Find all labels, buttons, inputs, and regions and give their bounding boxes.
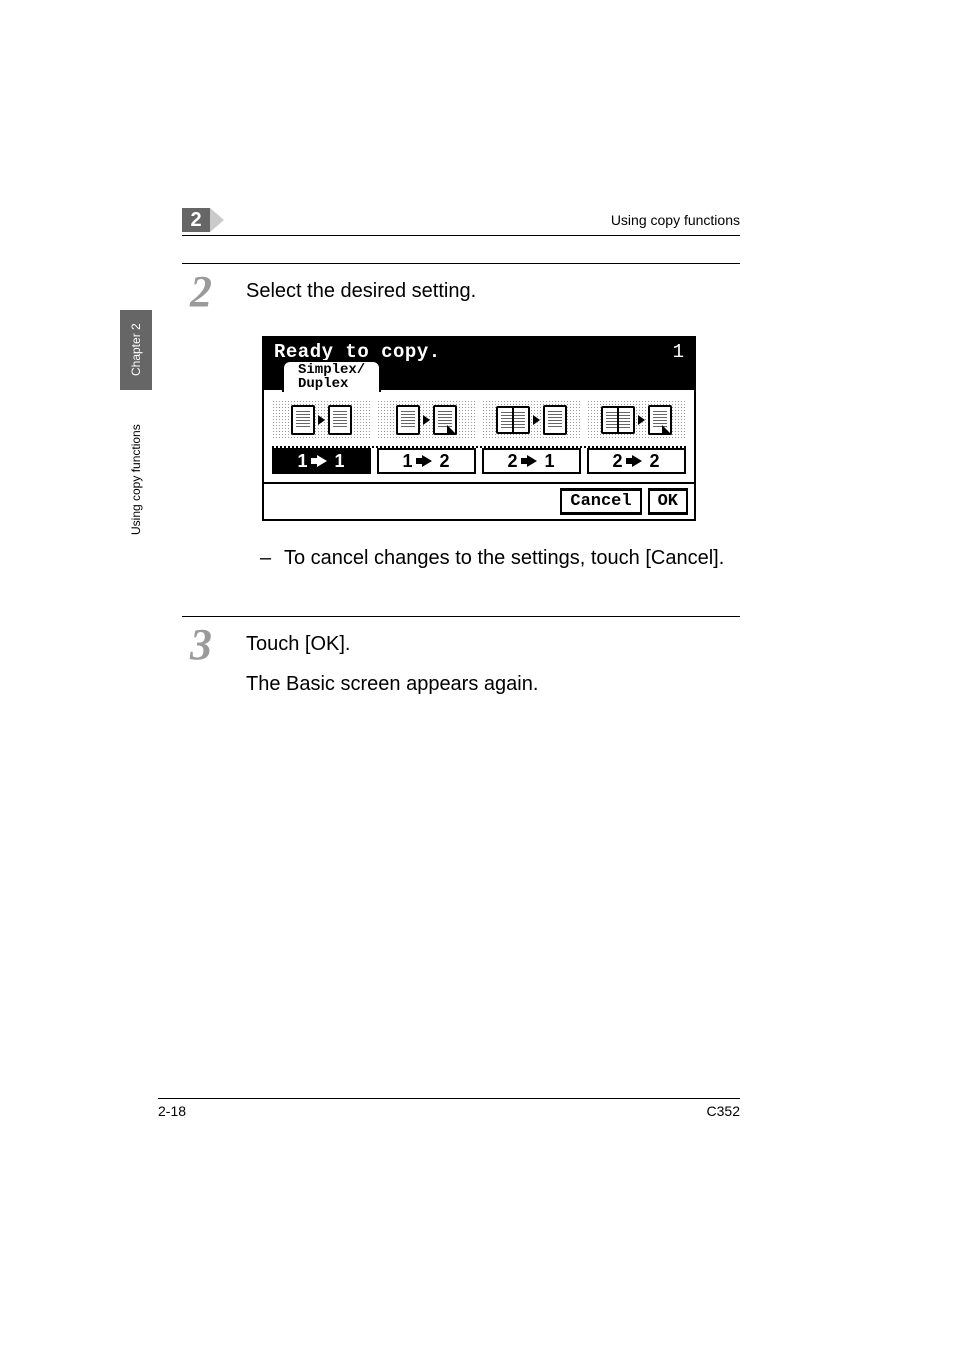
arrow-icon	[423, 415, 430, 425]
step-result: The Basic screen appears again.	[246, 669, 740, 699]
option-2-to-1[interactable]: 2 1	[482, 448, 581, 474]
arrow-icon	[318, 415, 325, 425]
side-chapter-label: Chapter 2	[120, 310, 152, 390]
lcd-tab-line1: Simplex/	[298, 363, 365, 378]
chapter-badge: 2	[182, 208, 224, 232]
cancel-button[interactable]: Cancel	[560, 488, 641, 515]
page-duplex-icon	[433, 405, 457, 435]
bullet-dash: –	[260, 543, 274, 573]
step-rule	[182, 616, 740, 617]
to-value: 1	[545, 451, 556, 472]
from-value: 2	[612, 451, 623, 472]
to-value: 2	[650, 451, 661, 472]
arrow-icon	[422, 455, 432, 467]
arrow-icon	[317, 455, 327, 467]
step-2: 2 Select the desired setting. Ready to c…	[182, 263, 740, 573]
page-icon	[291, 405, 315, 435]
from-value: 2	[507, 451, 518, 472]
to-value: 2	[440, 451, 451, 472]
page-duplex-icon	[648, 405, 672, 435]
step-number: 3	[182, 623, 220, 667]
step-rule	[182, 263, 740, 264]
lcd-options-row	[264, 390, 694, 446]
header-title: Using copy functions	[611, 212, 740, 228]
option-2-to-2-icon[interactable]	[587, 400, 686, 440]
model-number: C352	[707, 1103, 740, 1119]
option-1-to-1-icon[interactable]	[272, 400, 371, 440]
arrow-icon	[638, 415, 645, 425]
book-icon	[496, 406, 530, 434]
lcd-copy-count: 1	[673, 341, 684, 363]
side-section-label: Using copy functions	[120, 390, 152, 570]
side-tab: Chapter 2 Using copy functions	[120, 310, 152, 600]
chapter-badge-tail	[210, 208, 224, 232]
option-1-to-1[interactable]: 1 1	[272, 448, 371, 474]
book-icon	[601, 406, 635, 434]
to-value: 1	[335, 451, 346, 472]
option-2-to-1-icon[interactable]	[482, 400, 581, 440]
from-value: 1	[402, 451, 413, 472]
page-number: 2-18	[158, 1103, 186, 1119]
option-2-to-2[interactable]: 2 2	[587, 448, 686, 474]
from-value: 1	[297, 451, 308, 472]
lcd-screen: Ready to copy. 1 Simplex/ Duplex	[262, 336, 696, 521]
lcd-tab-line2: Duplex	[298, 377, 365, 392]
step-instruction: Touch [OK].	[246, 629, 740, 659]
page-icon	[328, 405, 352, 435]
page-header: 2 Using copy functions	[182, 208, 740, 236]
option-1-to-2-icon[interactable]	[377, 400, 476, 440]
arrow-icon	[527, 455, 537, 467]
page-icon	[396, 405, 420, 435]
arrow-icon	[632, 455, 642, 467]
step-instruction: Select the desired setting.	[246, 276, 740, 306]
arrow-icon	[533, 415, 540, 425]
lcd-header: Ready to copy. 1 Simplex/ Duplex	[264, 338, 694, 390]
step-note: – To cancel changes to the settings, tou…	[246, 543, 740, 573]
lcd-tab-simplex-duplex[interactable]: Simplex/ Duplex	[282, 360, 381, 392]
page-footer: 2-18 C352	[158, 1098, 740, 1119]
note-text: To cancel changes to the settings, touch…	[284, 543, 724, 573]
step-3: 3 Touch [OK]. The Basic screen appears a…	[182, 616, 740, 709]
page-icon	[543, 405, 567, 435]
ok-button[interactable]: OK	[648, 488, 688, 515]
lcd-labels-row: 1 1 1 2 2 1 2 2	[264, 448, 694, 482]
chapter-number: 2	[182, 208, 210, 232]
option-1-to-2[interactable]: 1 2	[377, 448, 476, 474]
step-number: 2	[182, 270, 220, 314]
lcd-button-row: Cancel OK	[264, 482, 694, 519]
